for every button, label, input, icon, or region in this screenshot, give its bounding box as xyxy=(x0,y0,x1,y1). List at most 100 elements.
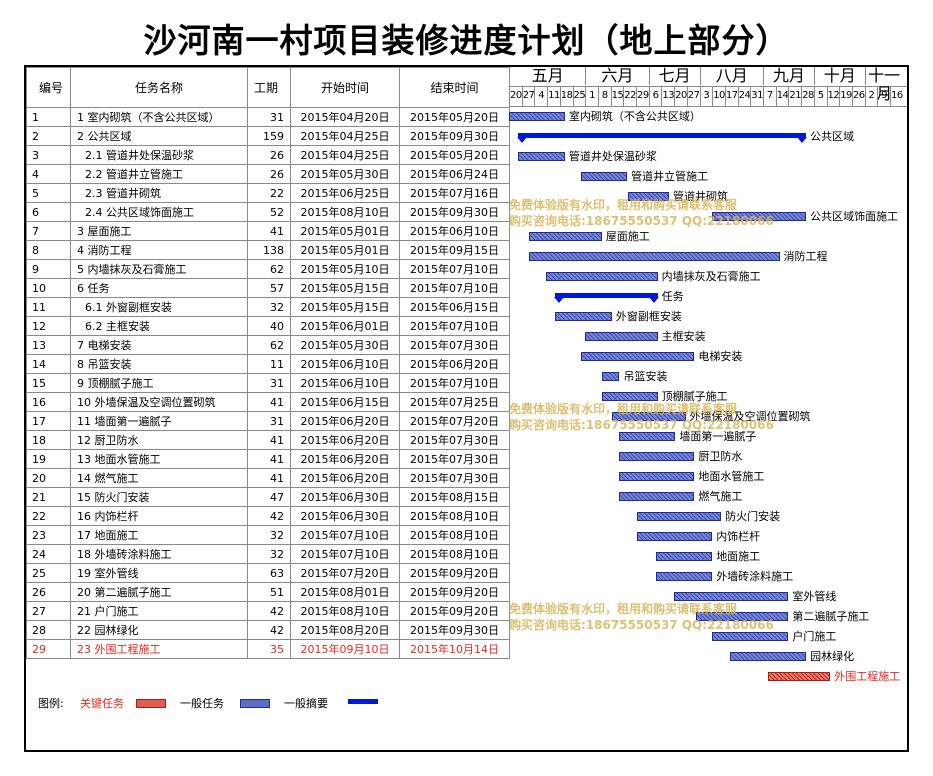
task-end: 2015年06月20日 xyxy=(399,354,510,374)
task-bar[interactable] xyxy=(601,392,658,401)
task-bar[interactable] xyxy=(712,212,807,221)
table-row[interactable]: 4 2.2 管道井立管施工 26 2015年05月30日 2015年06月24日 xyxy=(26,164,510,184)
task-name: 15 防火门安装 xyxy=(70,487,248,507)
task-id: 12 xyxy=(26,316,71,336)
task-end: 2015年08月10日 xyxy=(399,544,510,564)
table-row[interactable]: 26 20 第二遍腻子施工 51 2015年08月01日 2015年09月20日 xyxy=(26,582,510,602)
task-bar[interactable] xyxy=(656,572,713,581)
table-row[interactable]: 3 2.1 管道井处保温砂浆 26 2015年04月25日 2015年05月20日 xyxy=(26,145,510,165)
table-row[interactable]: 22 16 内饰栏杆 42 2015年06月30日 2015年08月10日 xyxy=(26,506,510,526)
legend-critical-label: 关键任务 xyxy=(80,697,124,710)
critical-task-bar[interactable] xyxy=(768,672,831,681)
week-tick-label: 5 xyxy=(813,86,827,106)
table-row[interactable]: 28 22 园林绿化 42 2015年08月20日 2015年09月30日 xyxy=(26,620,510,640)
table-row[interactable]: 18 12 厨卫防水 41 2015年06月20日 2015年07月30日 xyxy=(26,430,510,450)
task-bar[interactable] xyxy=(619,472,695,481)
week-tick-label: 10 xyxy=(712,86,725,106)
week-tick-label: 20 xyxy=(674,86,687,106)
table-row[interactable]: 20 14 燃气施工 41 2015年06月20日 2015年07月30日 xyxy=(26,468,510,488)
task-id: 15 xyxy=(26,373,71,393)
legend-normal-label: 一般任务 xyxy=(180,697,224,710)
task-bar[interactable] xyxy=(637,532,713,541)
task-end: 2015年07月10日 xyxy=(399,316,510,336)
task-bar[interactable] xyxy=(637,512,722,521)
task-duration: 62 xyxy=(247,259,291,279)
table-row[interactable]: 6 2.4 公共区域饰面施工 52 2015年08月10日 2015年09月30日 xyxy=(26,202,510,222)
task-bar[interactable] xyxy=(517,152,565,161)
table-row[interactable]: 13 7 电梯安装 62 2015年05月30日 2015年07月30日 xyxy=(26,335,510,355)
table-row[interactable]: 17 11 墙面第一遍腻子 31 2015年06月20日 2015年07月20日 xyxy=(26,411,510,431)
task-bar[interactable] xyxy=(695,612,789,621)
table-row[interactable]: 24 18 外墙砖涂料施工 32 2015年07月10日 2015年08月10日 xyxy=(26,544,510,564)
task-bar[interactable] xyxy=(628,192,669,201)
col-header-id[interactable]: 编号 xyxy=(26,67,71,108)
task-end: 2015年09月20日 xyxy=(399,601,510,621)
table-row[interactable]: 29 23 外围工程施工 35 2015年09月10日 2015年10月14日 xyxy=(26,639,510,659)
task-bar[interactable] xyxy=(529,232,602,241)
task-duration: 42 xyxy=(247,506,291,526)
task-bar[interactable] xyxy=(545,272,658,281)
table-row[interactable]: 21 15 防火门安装 47 2015年06月30日 2015年08月15日 xyxy=(26,487,510,507)
task-bar[interactable] xyxy=(529,252,780,261)
legend-summary-label: 一般摘要 xyxy=(284,697,328,710)
bar-label: 外围工程施工 xyxy=(834,670,901,683)
week-tick-label: 21 xyxy=(788,86,802,106)
task-bar[interactable] xyxy=(712,632,789,641)
task-bar[interactable] xyxy=(619,452,695,461)
col-header-duration[interactable]: 工期 xyxy=(247,67,291,108)
task-duration: 57 xyxy=(247,278,291,298)
task-end: 2015年09月20日 xyxy=(399,563,510,583)
table-row[interactable]: 5 2.3 管道井砌筑 22 2015年06月25日 2015年07月16日 xyxy=(26,183,510,203)
task-bar[interactable] xyxy=(619,492,695,501)
task-bar[interactable] xyxy=(601,372,620,381)
task-bar[interactable] xyxy=(581,352,695,361)
task-start: 2015年06月20日 xyxy=(290,468,400,488)
table-row[interactable]: 25 19 室外管线 63 2015年07月20日 2015年09月20日 xyxy=(26,563,510,583)
task-bar[interactable] xyxy=(656,552,713,561)
task-bar[interactable] xyxy=(611,412,686,421)
table-row[interactable]: 12 6.2 主框安装 40 2015年06月01日 2015年07月10日 xyxy=(26,316,510,336)
bar-label: 主框安装 xyxy=(661,330,706,343)
task-bar[interactable] xyxy=(509,112,565,121)
bar-label: 室外管线 xyxy=(792,590,837,603)
col-header-start[interactable]: 开始时间 xyxy=(290,67,400,108)
task-duration: 32 xyxy=(247,525,291,545)
bar-label: 地面施工 xyxy=(716,550,761,563)
task-name: 21 户门施工 xyxy=(70,601,248,621)
summary-bar[interactable] xyxy=(553,293,659,303)
table-row[interactable]: 23 17 地面施工 32 2015年07月10日 2015年08月10日 xyxy=(26,525,510,545)
summary-bar[interactable] xyxy=(516,133,808,143)
table-row[interactable]: 10 6 任务 57 2015年05月15日 2015年07月10日 xyxy=(26,278,510,298)
bar-label: 管道井立管施工 xyxy=(631,170,709,183)
task-end: 2015年08月15日 xyxy=(399,487,510,507)
table-row[interactable]: 16 10 外墙保温及空调位置砌筑 41 2015年06月15日 2015年07月25日 xyxy=(26,392,510,412)
table-row[interactable]: 14 8 吊篮安装 11 2015年06月10日 2015年06月20日 xyxy=(26,354,510,374)
table-row[interactable]: 19 13 地面水管施工 41 2015年06月20日 2015年07月30日 xyxy=(26,449,510,469)
table-row[interactable]: 27 21 户门施工 42 2015年08月10日 2015年09月20日 xyxy=(26,601,510,621)
task-end: 2015年09月30日 xyxy=(399,202,510,222)
col-header-name[interactable]: 任务名称 xyxy=(70,67,248,108)
task-duration: 159 xyxy=(247,126,291,146)
task-start: 2015年06月25日 xyxy=(290,183,400,203)
task-bar[interactable] xyxy=(585,332,658,341)
task-id: 20 xyxy=(26,468,71,488)
task-bar[interactable] xyxy=(674,592,789,601)
task-duration: 62 xyxy=(247,335,291,355)
table-row[interactable]: 11 6.1 外窗副框安装 32 2015年05月15日 2015年06月15日 xyxy=(26,297,510,317)
task-bar[interactable] xyxy=(619,432,676,441)
task-bar[interactable] xyxy=(729,652,807,661)
week-tick-label: 25 xyxy=(572,86,586,106)
task-end: 2015年07月25日 xyxy=(399,392,510,412)
table-row[interactable]: 15 9 顶棚腻子施工 31 2015年06月10日 2015年07月10日 xyxy=(26,373,510,393)
task-bar[interactable] xyxy=(581,172,628,181)
col-header-end[interactable]: 结束时间 xyxy=(399,67,510,108)
task-end: 2015年07月16日 xyxy=(399,183,510,203)
task-duration: 41 xyxy=(247,449,291,469)
task-start: 2015年06月10日 xyxy=(290,373,400,393)
task-bar[interactable] xyxy=(554,312,612,321)
